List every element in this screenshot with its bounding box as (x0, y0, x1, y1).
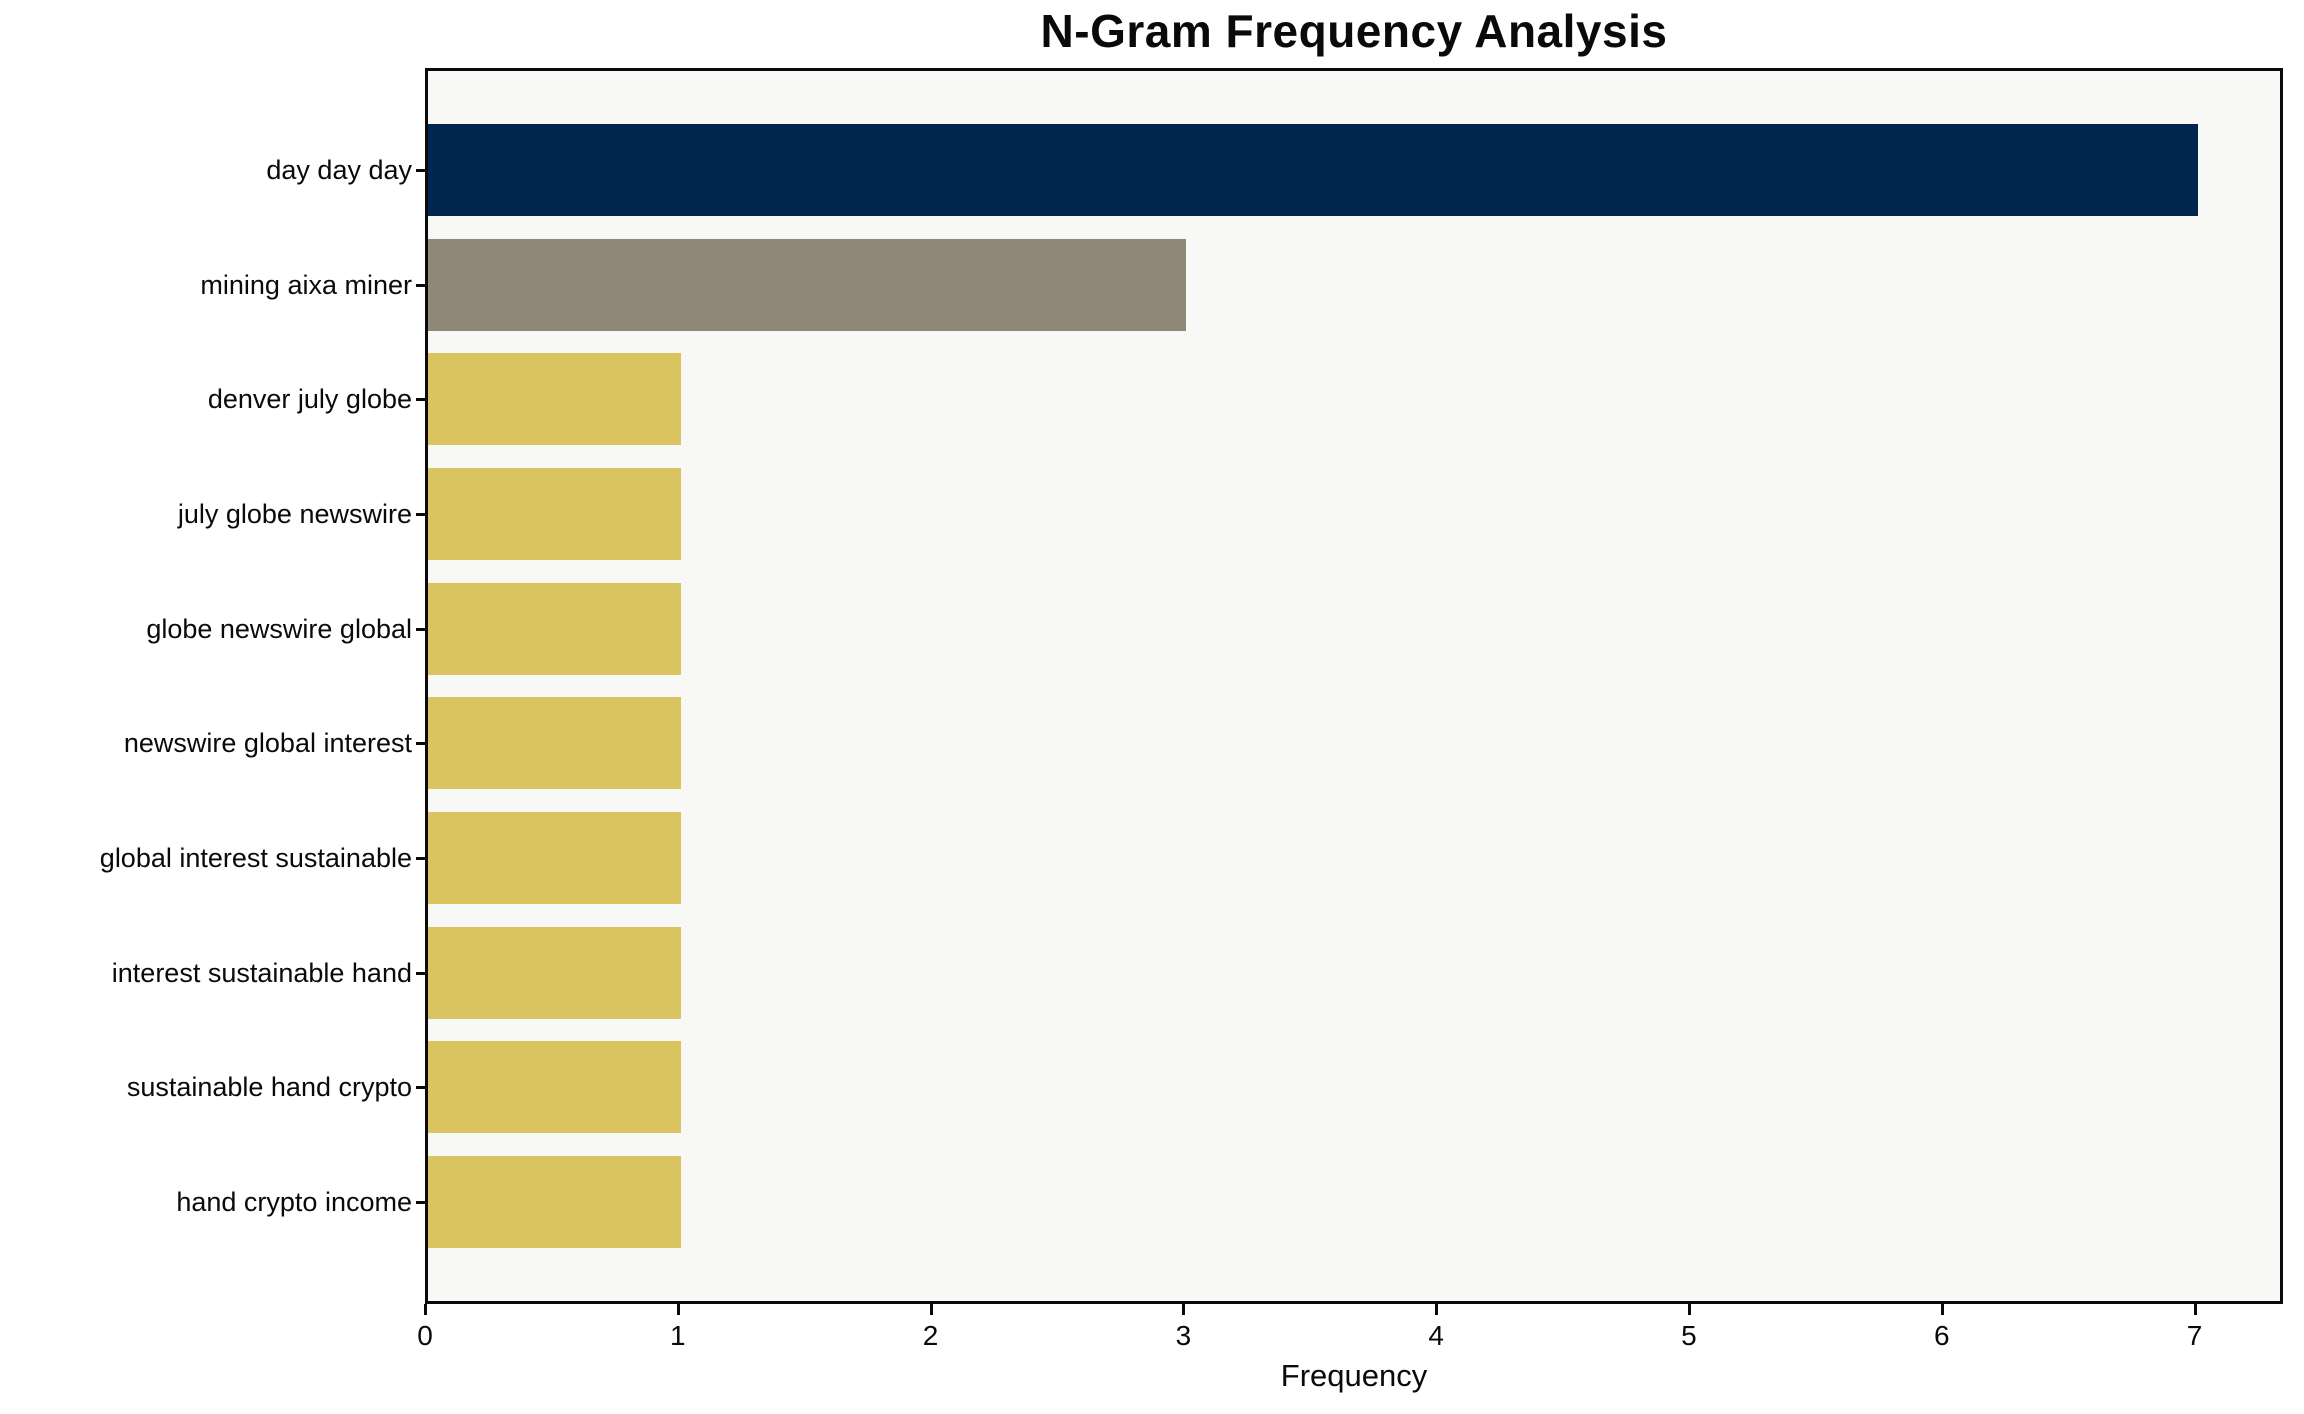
chart-title: N-Gram Frequency Analysis (1040, 5, 1668, 57)
bar (428, 697, 681, 790)
x-tick-label: 6 (1933, 1320, 1950, 1351)
y-tick-mark (416, 398, 425, 402)
x-tick-mark (1687, 1304, 1691, 1315)
y-tick-mark (416, 742, 425, 746)
category-label: newswire global interest (123, 728, 412, 759)
bar (428, 811, 681, 904)
x-tick-mark (676, 1304, 680, 1315)
bar (428, 1155, 681, 1248)
x-tick-mark (929, 1304, 933, 1315)
x-tick-mark (1182, 1304, 1186, 1315)
category-label: july globe newswire (177, 499, 412, 529)
y-tick-mark (416, 169, 425, 173)
x-tick-mark (1435, 1304, 1439, 1315)
bar (428, 582, 681, 675)
category-label: denver july globe (207, 384, 412, 415)
y-tick-mark (416, 283, 425, 287)
x-tick-label: 5 (1681, 1320, 1697, 1351)
bar (428, 353, 681, 446)
x-tick-label: 3 (1175, 1320, 1192, 1351)
category-label: day day day (266, 155, 412, 186)
x-tick-label: 4 (1428, 1320, 1444, 1351)
plot-area (425, 68, 2283, 1304)
y-tick-mark (416, 513, 425, 516)
x-tick-label: 2 (922, 1320, 939, 1351)
category-label: sustainable hand crypto (126, 1072, 412, 1103)
x-axis-label: Frequency (1280, 1358, 1428, 1393)
y-tick-mark (416, 856, 425, 860)
category-label: interest sustainable hand (111, 957, 412, 988)
x-tick-label: 1 (669, 1320, 686, 1351)
y-tick-mark (416, 1086, 425, 1090)
bar (428, 1041, 681, 1134)
x-tick-mark (2193, 1304, 2197, 1315)
category-label: global interest sustainable (99, 842, 412, 873)
y-tick-mark (416, 1200, 425, 1204)
y-tick-mark (416, 971, 425, 975)
y-tick-mark (416, 627, 425, 631)
category-label: globe newswire global (146, 613, 412, 644)
x-tick-label: 0 (417, 1320, 433, 1351)
category-label: mining aixa miner (200, 269, 412, 300)
x-tick-mark (424, 1304, 427, 1315)
bar (428, 926, 681, 1019)
category-label: hand crypto income (176, 1186, 412, 1217)
bar (428, 124, 2198, 217)
bar (428, 468, 681, 560)
x-tick-label: 7 (2186, 1320, 2203, 1351)
bar (428, 238, 1187, 331)
x-tick-mark (1940, 1304, 1944, 1315)
